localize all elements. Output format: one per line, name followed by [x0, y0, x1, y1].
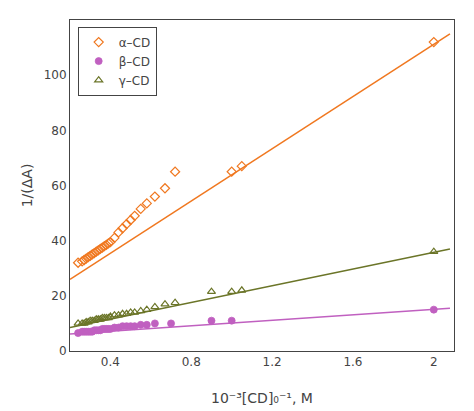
svg-text:0.4: 0.4 — [101, 355, 120, 369]
svg-text:γ–CD: γ–CD — [119, 74, 150, 88]
svg-text:2: 2 — [430, 355, 438, 369]
svg-text:40: 40 — [51, 234, 66, 248]
svg-text:β–CD: β–CD — [119, 55, 150, 69]
svg-text:1.2: 1.2 — [263, 355, 282, 369]
svg-text:10⁻³[CD]₀⁻¹, M: 10⁻³[CD]₀⁻¹, M — [211, 390, 313, 406]
svg-text:20: 20 — [51, 289, 66, 303]
svg-text:100: 100 — [44, 68, 67, 82]
svg-text:1/(ΔA): 1/(ΔA) — [19, 164, 35, 208]
svg-text:0.8: 0.8 — [182, 355, 201, 369]
svg-text:α–CD: α–CD — [119, 36, 151, 50]
svg-text:80: 80 — [51, 124, 66, 138]
svg-text:1.6: 1.6 — [343, 355, 362, 369]
svg-text:0: 0 — [59, 344, 67, 358]
svg-text:60: 60 — [51, 179, 66, 193]
